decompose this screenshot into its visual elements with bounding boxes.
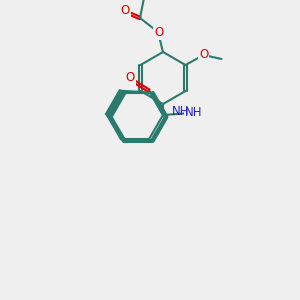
Text: O: O (120, 4, 130, 17)
Text: O: O (154, 26, 164, 38)
Text: NH: NH (185, 106, 203, 118)
Text: O: O (199, 47, 208, 61)
Text: NH: NH (172, 105, 190, 119)
Text: O: O (125, 71, 135, 84)
